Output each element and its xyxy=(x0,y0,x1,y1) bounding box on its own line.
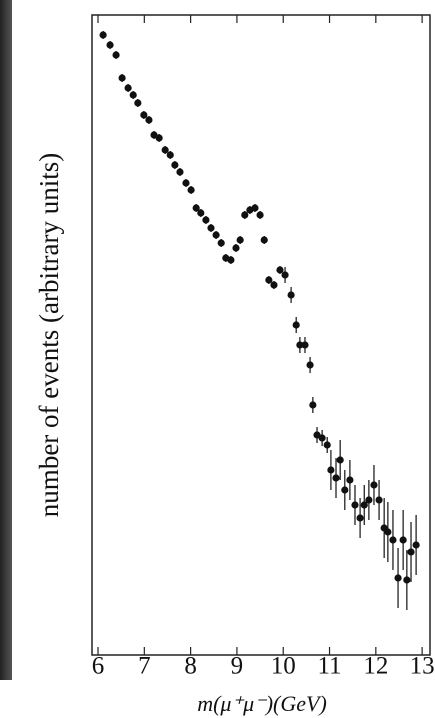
data-point xyxy=(332,474,340,482)
data-point xyxy=(166,151,174,159)
data-point xyxy=(399,536,407,544)
data-point xyxy=(384,528,392,536)
data-point xyxy=(161,146,169,154)
data-point xyxy=(129,91,137,99)
data-point xyxy=(202,216,210,224)
x-tick-label: 12 xyxy=(363,653,388,680)
data-point xyxy=(403,576,411,584)
data-point xyxy=(306,361,314,369)
data-point xyxy=(212,231,220,239)
data-point xyxy=(124,84,132,92)
x-tick-label: 8 xyxy=(184,653,197,680)
data-point xyxy=(99,31,107,39)
data-point xyxy=(309,401,317,409)
data-point xyxy=(236,236,244,244)
data-point xyxy=(389,536,397,544)
data-point xyxy=(106,41,114,49)
data-point xyxy=(155,134,163,142)
data-point xyxy=(341,486,349,494)
data-point xyxy=(351,501,359,509)
data-point xyxy=(232,244,240,252)
data-point xyxy=(281,271,289,279)
data-point xyxy=(197,209,205,217)
data-point xyxy=(412,541,420,549)
data-point xyxy=(265,276,273,284)
data-point xyxy=(192,204,200,212)
data-point xyxy=(346,476,354,484)
data-point xyxy=(356,514,364,522)
data-point xyxy=(276,266,284,274)
data-point xyxy=(375,496,383,504)
data-point xyxy=(365,496,373,504)
x-tick-label: 13 xyxy=(410,653,435,680)
photo-strip xyxy=(0,0,12,680)
data-point xyxy=(287,291,295,299)
data-point xyxy=(227,256,235,264)
data-point xyxy=(134,99,142,107)
x-axis-label: m(μ⁺μ⁻)(GeV) xyxy=(197,691,327,716)
data-point xyxy=(256,211,264,219)
data-point xyxy=(207,224,215,232)
data-point xyxy=(301,341,309,349)
data-point xyxy=(217,239,225,247)
x-tick-label: 6 xyxy=(92,653,105,680)
data-point xyxy=(323,441,331,449)
plot-frame xyxy=(91,14,431,656)
x-tick-label: 10 xyxy=(271,653,296,680)
data-point xyxy=(112,51,120,59)
x-tick-label: 11 xyxy=(317,653,341,680)
data-point xyxy=(241,211,249,219)
data-point xyxy=(394,574,402,582)
data-point xyxy=(145,116,153,124)
data-point xyxy=(327,466,335,474)
data-point xyxy=(318,434,326,442)
data-point xyxy=(187,186,195,194)
y-axis-label: number of events (arbitrary units) xyxy=(34,153,64,517)
x-tick-label: 9 xyxy=(231,653,244,680)
data-point xyxy=(171,161,179,169)
x-tick-label: 7 xyxy=(138,653,151,680)
data-point xyxy=(251,204,259,212)
data-point xyxy=(336,456,344,464)
data-point xyxy=(296,341,304,349)
data-point xyxy=(260,236,268,244)
data-point xyxy=(270,281,278,289)
data-point xyxy=(176,168,184,176)
data-point xyxy=(370,481,378,489)
plot-layer: 6 7 8 9 10 11 12 13 xyxy=(92,15,435,680)
data-point xyxy=(292,321,300,329)
data-point xyxy=(118,74,126,82)
data-point xyxy=(182,179,190,187)
data-point xyxy=(407,548,415,556)
data-point xyxy=(360,501,368,509)
data-point xyxy=(140,111,148,119)
